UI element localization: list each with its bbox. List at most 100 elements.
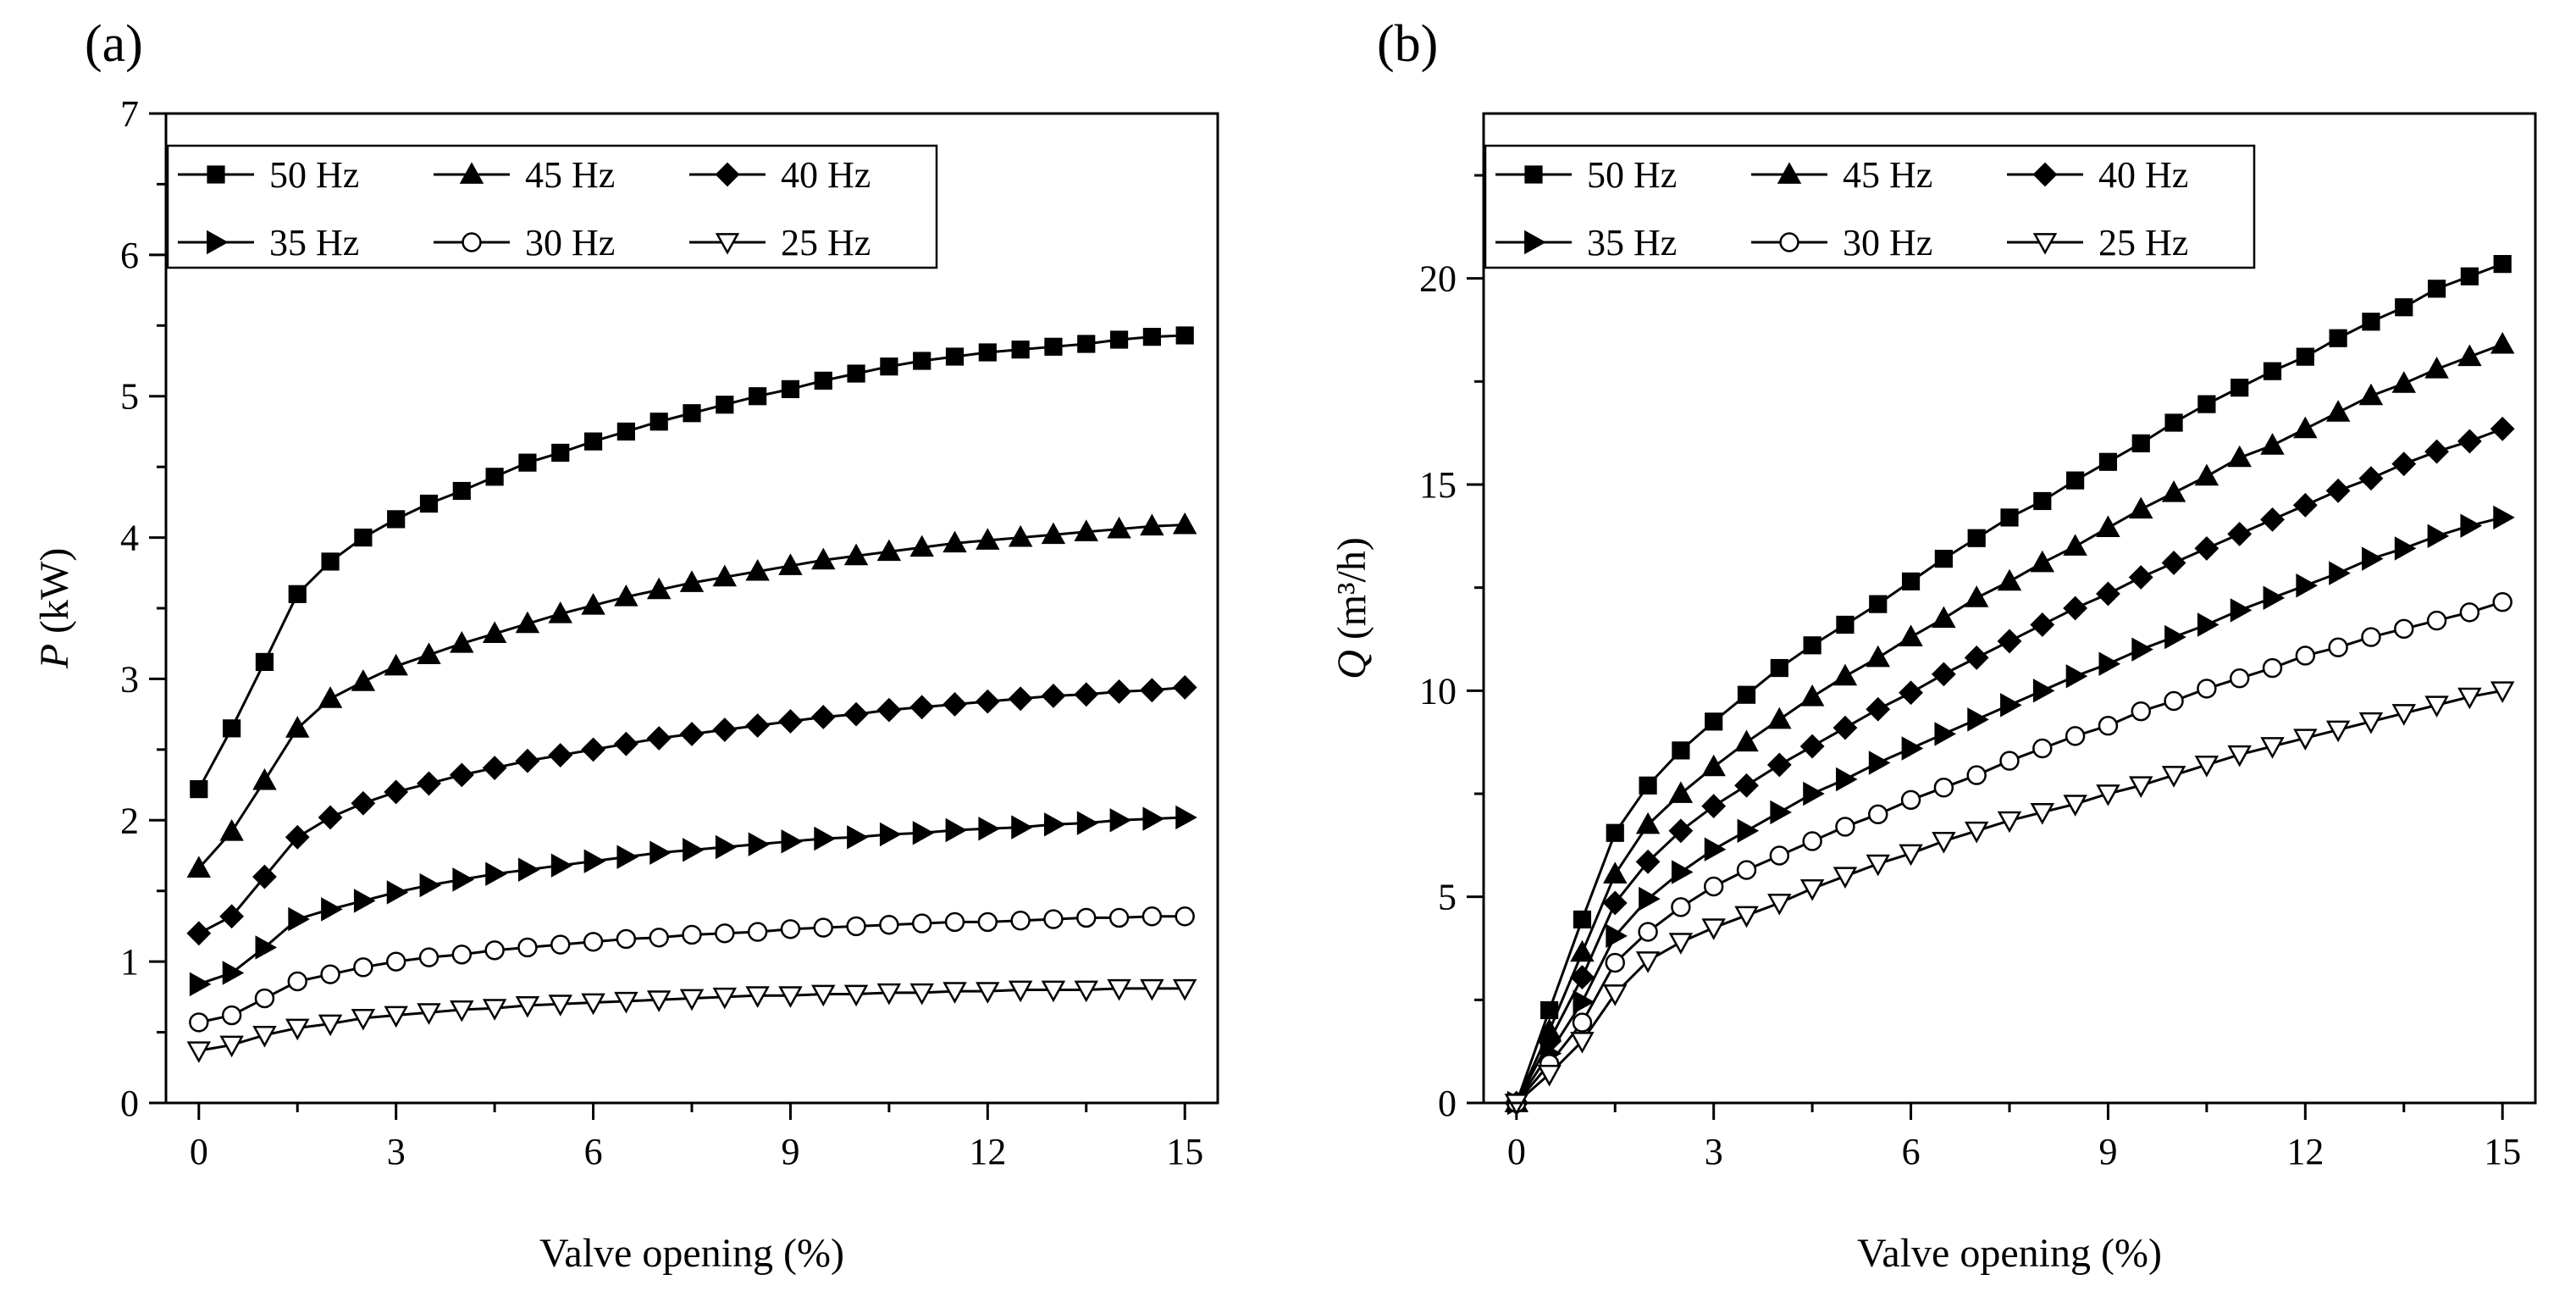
b-x-axis-label: Valve opening (%) — [1857, 1231, 2162, 1276]
a-data-point — [1043, 909, 1064, 929]
b-data-point — [1803, 636, 1821, 655]
b-x-tick-label: 6 — [1902, 1131, 1921, 1172]
a-data-point — [843, 543, 869, 566]
a-data-point — [550, 934, 571, 955]
b-data-point — [1832, 867, 1858, 889]
b-data-point — [2065, 726, 2086, 746]
b-data-point — [1602, 890, 1628, 916]
b-data-point — [2263, 585, 2286, 611]
a-data-point — [1010, 911, 1031, 931]
b-data-point — [2293, 729, 2318, 751]
a-data-point — [318, 686, 343, 708]
b-data-point — [1836, 615, 1855, 634]
a-data-point — [649, 928, 669, 948]
a-data-point — [945, 817, 968, 843]
a-y-axis-unit: (kW) — [32, 548, 77, 644]
b-data-point — [1573, 989, 1595, 1014]
a-data-point — [222, 961, 245, 985]
a-data-point — [190, 779, 208, 799]
b-data-point — [2424, 439, 2449, 464]
panel-label-a: (a) — [85, 15, 143, 73]
b-series-markers-45hz — [1504, 331, 2515, 1112]
a-data-point — [384, 653, 408, 676]
b-data-point — [2000, 508, 2019, 527]
b-data-point — [2129, 496, 2153, 519]
b-data-point — [1901, 736, 1924, 761]
a-data-point — [1175, 906, 1195, 927]
b-data-point — [2328, 637, 2348, 657]
a-data-point — [748, 832, 771, 856]
b-data-point — [1931, 662, 1956, 687]
a-data-point — [712, 718, 738, 742]
b-series-line-30hz — [1515, 601, 2503, 1104]
a-series-group — [186, 326, 1197, 1063]
a-legend-label: 45 Hz — [525, 154, 615, 196]
b-data-point — [1766, 752, 1792, 778]
b-y-axis-symbol: Q — [1329, 650, 1374, 679]
a-y-tick-label: 7 — [120, 93, 139, 135]
b-data-point — [2490, 681, 2515, 704]
b-data-point — [1799, 684, 1825, 706]
a-data-point — [353, 957, 373, 978]
a-data-point — [716, 396, 734, 414]
a-legend: 50 Hz 45 Hz 40 Hz 35 Hz 30 Hz 25 Hz — [166, 144, 938, 269]
b-y-tick-label: 15 — [1419, 464, 1457, 506]
b-data-point — [2032, 738, 2053, 759]
a-data-point — [1041, 980, 1066, 1003]
b-data-point — [1770, 658, 1788, 678]
a-data-point — [285, 1018, 310, 1041]
a-data-point — [847, 364, 865, 383]
a-data-point — [485, 862, 507, 886]
b-data-point — [1703, 876, 1724, 897]
b-data-point — [1868, 751, 1891, 775]
b-data-point — [1767, 894, 1792, 916]
a-data-point — [417, 771, 441, 796]
b-data-point — [1734, 906, 1759, 928]
a-data-point — [351, 790, 376, 816]
a-data-point — [876, 539, 902, 562]
a-data-point — [1008, 980, 1033, 1003]
b-data-point — [2427, 524, 2450, 549]
b-data-point — [1737, 685, 1756, 704]
a-data-point — [814, 826, 836, 851]
a-data-point — [221, 1005, 242, 1026]
a-data-point — [945, 347, 965, 366]
a-series-markers-45hz — [186, 512, 1197, 878]
a-data-point — [255, 652, 274, 672]
b-data-point — [1668, 933, 1694, 955]
a-data-point — [976, 528, 1000, 550]
b-data-point — [1570, 939, 1595, 962]
a-data-point — [976, 982, 1000, 1004]
b-data-point — [2164, 624, 2186, 650]
b-legend: 50 Hz 45 Hz 40 Hz 35 Hz 30 Hz 25 Hz — [1484, 144, 2256, 269]
a-data-point — [417, 1003, 441, 1025]
b-legend-label: 35 Hz — [1587, 222, 1677, 263]
a-data-point — [1074, 980, 1098, 1003]
b-data-point — [1638, 922, 1658, 942]
a-data-point — [1011, 341, 1030, 359]
a-data-point — [583, 849, 606, 873]
b-data-point — [1835, 817, 1855, 837]
b-data-point — [1737, 818, 1760, 844]
b-data-point — [2063, 795, 2087, 817]
b-y-axis-label: Q (m³/h) — [1329, 537, 1374, 679]
b-data-point — [1802, 831, 1822, 851]
b-legend-marker — [2032, 162, 2058, 187]
b-data-point — [2098, 452, 2118, 471]
a-data-point — [683, 404, 701, 423]
b-series-line-45hz — [1515, 343, 2503, 1104]
b-data-point — [2066, 471, 2085, 490]
a-legend-label: 35 Hz — [269, 222, 359, 263]
b-data-point — [1639, 776, 1657, 795]
b-data-point — [1635, 812, 1661, 834]
a-legend-label: 30 Hz — [525, 222, 615, 263]
a-data-point — [321, 897, 343, 922]
a-data-point — [943, 692, 967, 717]
b-data-point — [1932, 606, 1956, 629]
a-data-point — [646, 990, 672, 1012]
b-data-point — [2229, 668, 2250, 689]
b-data-point — [2230, 598, 2253, 623]
b-series-markers-35hz — [1506, 505, 2515, 1116]
b-data-point — [1899, 624, 1923, 646]
b-legend-label: 40 Hz — [2098, 154, 2188, 196]
